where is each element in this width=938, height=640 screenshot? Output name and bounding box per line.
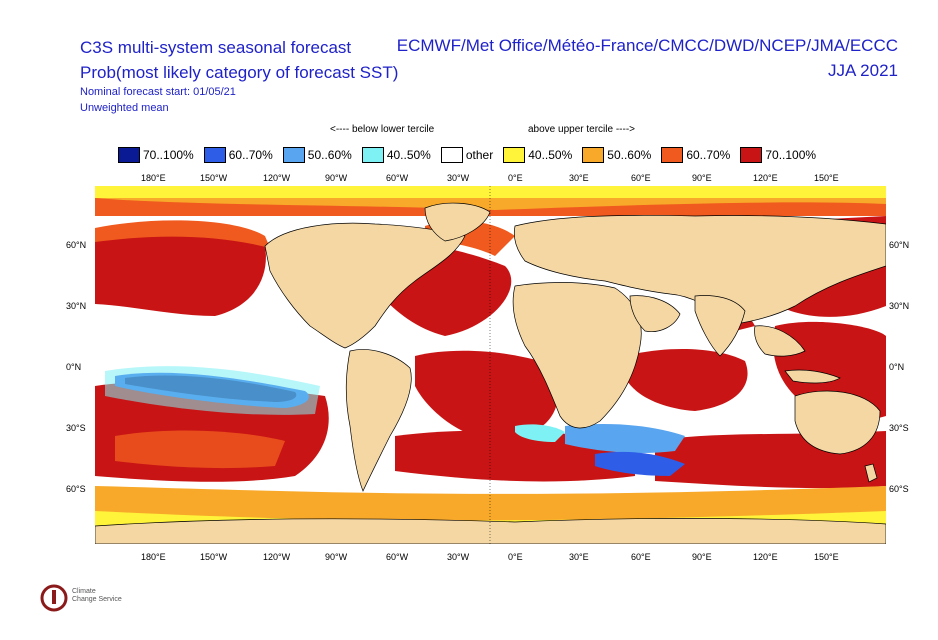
legend-swatch <box>503 147 526 163</box>
longitude-tick-label: 30°W <box>447 173 470 183</box>
legend-label: other <box>465 148 494 162</box>
longitude-tick-label: 60°W <box>386 173 409 183</box>
longitude-tick-label: 60°W <box>386 552 409 562</box>
longitude-tick-label: 120°E <box>753 552 778 562</box>
latitude-tick-label: 30°S <box>889 423 909 433</box>
legend-label: 60..70% <box>228 148 273 162</box>
latitude-tick-label: 30°N <box>889 301 910 311</box>
legend-swatch <box>582 147 605 163</box>
longitude-tick-label: 0°E <box>508 552 523 562</box>
longitude-tick-label: 90°W <box>325 552 348 562</box>
legend-item: 40..50% <box>361 147 431 163</box>
legend-swatch <box>282 147 305 163</box>
longitude-tick-label: 90°W <box>325 173 348 183</box>
mean-type: Unweighted mean <box>80 102 169 114</box>
land-masses <box>95 202 886 544</box>
longitude-tick-label: 150°E <box>814 552 839 562</box>
legend-item: 70..100% <box>118 147 194 163</box>
title-line-1: C3S multi-system seasonal forecast <box>80 38 352 57</box>
latitude-tick-label: 30°S <box>66 423 86 433</box>
legend-label: 40..50% <box>528 148 573 162</box>
legend-label: 70..100% <box>143 148 194 162</box>
longitude-tick-label: 150°E <box>814 173 839 183</box>
longitude-tick-label: 180°E <box>141 173 166 183</box>
legend-swatch <box>203 147 226 163</box>
longitude-tick-label: 90°E <box>692 552 712 562</box>
legend-item: 50..60% <box>582 147 651 163</box>
legend-label: 70..100% <box>765 148 817 162</box>
longitude-tick-label: 120°E <box>753 173 778 183</box>
title-line-2: Prob(most likely category of forecast SS… <box>80 63 399 82</box>
longitude-tick-label: 180°E <box>141 552 166 562</box>
legend-label: 50..60% <box>307 148 352 162</box>
legend-label: 40..50% <box>386 148 431 162</box>
longitude-tick-label: 30°E <box>569 552 589 562</box>
sst-probability-map <box>95 186 886 544</box>
latitude-tick-label: 60°N <box>66 240 87 250</box>
longitude-tick-label: 120°W <box>263 552 291 562</box>
legend-swatch <box>661 147 684 163</box>
models-list: ECMWF/Met Office/Météo-France/CMCC/DWD/N… <box>396 36 898 55</box>
logo-line-2: Change Service <box>72 596 122 603</box>
longitude-tick-label: 30°E <box>569 173 589 183</box>
longitude-tick-label: 120°W <box>263 173 291 183</box>
longitude-tick-label: 150°W <box>200 173 228 183</box>
legend-swatch <box>440 147 463 163</box>
latitude-tick-label: 60°S <box>889 484 909 494</box>
longitude-tick-label: 60°E <box>631 552 651 562</box>
latitude-tick-label: 0°N <box>889 362 905 372</box>
legend-label: 50..60% <box>607 148 652 162</box>
legend-label: 60..70% <box>686 148 731 162</box>
legend-item: other <box>440 147 494 163</box>
above-tercile-header: above upper tercile ----> <box>528 124 635 135</box>
longitude-tick-label: 30°W <box>447 552 470 562</box>
longitude-tick-label: 150°W <box>200 552 228 562</box>
legend-item: 70..100% <box>740 147 816 163</box>
logo-line-1: Climate <box>72 588 96 595</box>
legend-item: 60..70% <box>661 147 730 163</box>
legend-item: 50..60% <box>282 147 352 163</box>
latitude-tick-label: 0°N <box>66 362 82 372</box>
latitude-tick-label: 60°S <box>66 484 86 494</box>
latitude-tick-label: 60°N <box>889 240 910 250</box>
legend-swatch <box>118 147 140 163</box>
legend-swatch <box>740 147 763 163</box>
longitude-tick-label: 90°E <box>692 173 712 183</box>
copernicus-logo: Climate Change Service <box>40 578 150 618</box>
longitude-tick-label: 60°E <box>631 173 651 183</box>
season-label: JJA 2021 <box>828 61 898 80</box>
longitude-tick-label: 0°E <box>508 173 523 183</box>
legend-item: 60..70% <box>203 147 273 163</box>
legend-item: 40..50% <box>503 147 572 163</box>
forecast-start: Nominal forecast start: 01/05/21 <box>80 86 236 98</box>
below-tercile-header: <---- below lower tercile <box>330 124 435 135</box>
latitude-tick-label: 30°N <box>66 301 87 311</box>
legend-swatch <box>361 147 384 163</box>
legend: 70..100% 60..70% 50..60% 40..50% other 40..50… <box>118 146 826 164</box>
